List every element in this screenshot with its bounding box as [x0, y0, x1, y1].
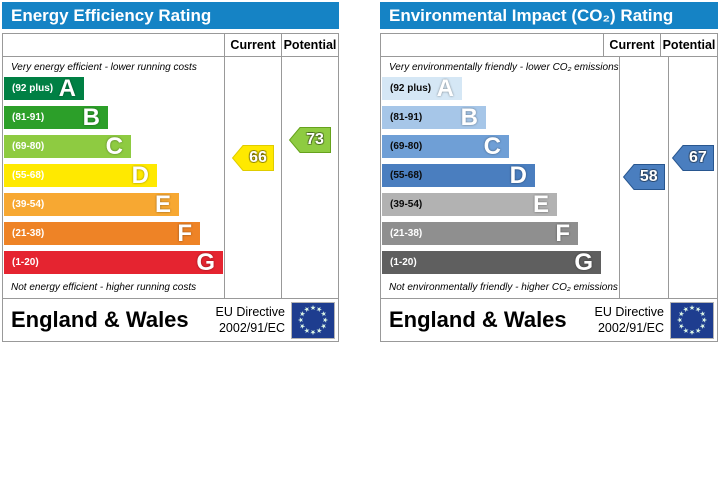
band-letter: D	[131, 161, 149, 189]
band-range-label: (69-80)	[12, 141, 45, 152]
band-e: (39-54) E	[4, 190, 179, 218]
potential-rating-value: 73	[306, 131, 324, 148]
table-header-row: Current Potential	[3, 34, 338, 57]
band-e: (39-54) E	[382, 190, 557, 218]
bottom-caption: Not environmentally friendly - higher CO…	[389, 282, 618, 293]
band-b: (81-91) B	[4, 103, 108, 131]
arrow-shape	[232, 145, 274, 171]
potential-column: 67	[667, 57, 717, 298]
bands-area: Very environmentally friendly - lower CO…	[381, 57, 619, 298]
potential-column: 73	[281, 57, 338, 298]
bands-area: Very energy efficient - lower running co…	[3, 57, 224, 298]
potential-rating-arrow: 73	[289, 127, 331, 153]
chart-title-bar: Environmental Impact (CO₂) Rating	[380, 2, 718, 29]
chart-title: Environmental Impact (CO₂) Rating	[389, 6, 674, 25]
potential-column-header: Potential	[281, 34, 338, 56]
eu-flag-star-icon: ★	[309, 305, 317, 312]
eu-directive-label: EU Directive 2002/91/EC	[215, 304, 285, 335]
chart-title: Energy Efficiency Rating	[11, 6, 212, 25]
band-range-label: (92 plus)	[390, 83, 432, 94]
rating-table: Current Potential Very environmentally f…	[380, 33, 718, 342]
band-letter: B	[82, 103, 100, 131]
band-letter: B	[460, 103, 478, 131]
eu-flag-star-icon: ★	[688, 305, 696, 312]
current-column-header: Current	[603, 34, 660, 56]
band-g: (1-20) G	[382, 248, 601, 276]
band-letter: A	[58, 74, 76, 102]
band-range-label: (39-54)	[390, 199, 423, 210]
band-c: (69-80) C	[4, 132, 131, 160]
band-a: (92 plus) A	[4, 74, 84, 102]
table-footer-row: England & Wales EU Directive 2002/91/EC …	[381, 298, 717, 341]
band-range-label: (69-80)	[390, 141, 423, 152]
chart-title-bar: Energy Efficiency Rating	[2, 2, 339, 29]
potential-rating-arrow: 67	[671, 145, 714, 171]
band-letter: F	[555, 219, 570, 247]
band-letter: C	[483, 132, 501, 160]
bottom-caption: Not energy efficient - higher running co…	[11, 282, 197, 293]
table-body: Very environmentally friendly - lower CO…	[381, 57, 717, 298]
band-c: (69-80) C	[382, 132, 509, 160]
current-column-header: Current	[224, 34, 281, 56]
band-f: (21-38) F	[382, 219, 578, 247]
current-rating-value: 66	[249, 149, 267, 166]
arrow-shape	[622, 164, 665, 190]
band-a: (92 plus) A	[382, 74, 462, 102]
arrow-shape	[289, 127, 331, 153]
band-range-label: (39-54)	[12, 199, 45, 210]
arrow-shape	[671, 145, 714, 171]
band-range-label: (55-68)	[390, 170, 423, 181]
current-rating-arrow: 58	[622, 164, 665, 190]
top-caption: Very environmentally friendly - lower CO…	[389, 62, 619, 73]
band-range-label: (81-91)	[390, 112, 423, 123]
current-column: 58	[618, 57, 668, 298]
table-header-row: Current Potential	[381, 34, 717, 57]
region-label: England & Wales	[389, 307, 567, 332]
band-range-label: (1-20)	[12, 257, 39, 268]
bands-header-cell	[381, 34, 603, 56]
band-f: (21-38) F	[4, 219, 200, 247]
band-range-label: (1-20)	[390, 257, 417, 268]
eu-directive-label: EU Directive 2002/91/EC	[594, 304, 664, 335]
eu-flag-icon: ★ ★ ★ ★ ★ ★ ★ ★ ★ ★ ★ ★	[670, 301, 714, 339]
potential-rating-value: 67	[688, 149, 707, 166]
potential-column-header: Potential	[660, 34, 717, 56]
band-d: (55-68) D	[382, 161, 535, 189]
band-range-label: (55-68)	[12, 170, 45, 181]
band-range-label: (21-38)	[12, 228, 45, 239]
band-letter: D	[509, 161, 527, 189]
band-g: (1-20) G	[4, 248, 223, 276]
eu-flag-icon: ★ ★ ★ ★ ★ ★ ★ ★ ★ ★ ★ ★	[291, 301, 335, 339]
current-column: 66	[224, 57, 281, 298]
table-footer-row: England & Wales EU Directive 2002/91/EC …	[3, 298, 338, 341]
energy-efficiency-chart: Energy Efficiency Rating Current Potenti…	[2, 2, 339, 342]
band-letter: A	[436, 74, 454, 102]
bands-header-cell	[3, 34, 224, 56]
table-body: Very energy efficient - lower running co…	[3, 57, 338, 298]
current-rating-value: 58	[639, 168, 658, 185]
band-b: (81-91) B	[382, 103, 486, 131]
current-rating-arrow: 66	[232, 145, 274, 171]
band-range-label: (21-38)	[390, 228, 423, 239]
band-letter: E	[154, 190, 171, 218]
band-letter: G	[574, 248, 593, 276]
region-label: England & Wales	[11, 307, 189, 332]
band-range-label: (81-91)	[12, 112, 45, 123]
band-range-label: (92 plus)	[12, 83, 54, 94]
rating-table: Current Potential Very energy efficient …	[2, 33, 339, 342]
band-letter: F	[177, 219, 192, 247]
band-letter: C	[105, 132, 123, 160]
environmental-impact-chart: Environmental Impact (CO₂) Rating Curren…	[380, 2, 718, 342]
band-d: (55-68) D	[4, 161, 157, 189]
band-letter: E	[532, 190, 549, 218]
band-letter: G	[196, 248, 215, 276]
top-caption: Very energy efficient - lower running co…	[11, 62, 197, 73]
